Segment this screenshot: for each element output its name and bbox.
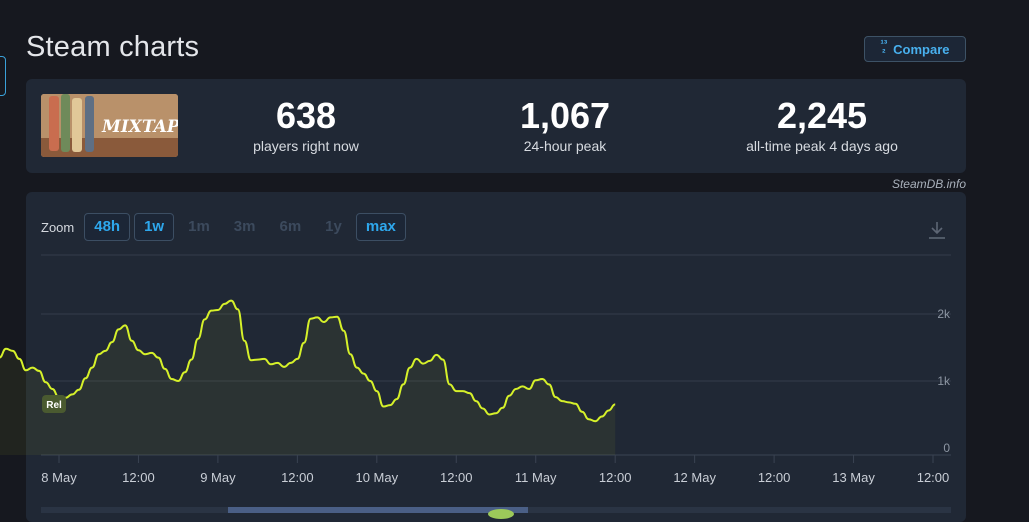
game-thumbnail[interactable]: MIXTAPE — [41, 94, 178, 157]
24h-peak-label: 24-hour peak — [523, 138, 607, 154]
zoom-1w-button[interactable]: 1w — [134, 213, 175, 241]
navigator-handle[interactable] — [488, 509, 514, 519]
numbers-icon: ¹³ ² — [880, 39, 888, 59]
y-tick-label: 0 — [943, 441, 950, 455]
y-tick-label: 1k — [937, 374, 951, 388]
stat-current-players: 638 players right now — [226, 95, 386, 155]
y-tick-label: 2k — [937, 307, 951, 321]
zoom-controls: Zoom 48h 1w 1m 3m 6m 1y max — [41, 213, 406, 241]
game-logo-text: MIXTAPE — [101, 117, 178, 137]
x-tick-label: 12:00 — [122, 470, 155, 485]
x-tick-label: 12:00 — [440, 470, 473, 485]
page-title: Steam charts — [26, 31, 200, 63]
x-tick-label: 8 May — [41, 470, 77, 485]
x-tick-label: 12:00 — [599, 470, 632, 485]
zoom-1m-button[interactable]: 1m — [188, 218, 210, 235]
zoom-3m-button[interactable]: 3m — [233, 218, 256, 235]
x-tick-label: 12:00 — [917, 470, 950, 485]
side-panel-tab[interactable] — [0, 56, 6, 96]
series-area — [0, 300, 616, 455]
navigator-window[interactable] — [228, 507, 528, 513]
chart-panel: Zoom 48h 1w 1m 3m 6m 1y max — [26, 192, 966, 522]
x-tick-label: 10 May — [355, 470, 398, 485]
compare-button[interactable]: ¹³ ² Compare — [864, 36, 966, 62]
zoom-1y-button[interactable]: 1y — [325, 218, 342, 235]
stats-panel: MIXTAPE 638 players right now 1,067 24-h… — [26, 79, 966, 173]
x-tick-label: 12:00 — [281, 470, 314, 485]
zoom-6m-button[interactable]: 6m — [279, 218, 302, 235]
24h-peak-value: 1,067 — [519, 95, 611, 136]
stat-24h-peak: 1,067 24-hour peak — [485, 95, 645, 155]
zoom-max-button[interactable]: max — [355, 213, 406, 241]
current-players-label: players right now — [253, 138, 359, 154]
x-tick-label: 9 May — [200, 470, 236, 485]
steamdb-credit[interactable]: SteamDB.info — [891, 177, 966, 191]
game-cover-art: MIXTAPE — [41, 94, 178, 157]
x-tick-label: 13 May — [832, 470, 875, 485]
current-players-value: 638 — [275, 95, 337, 136]
zoom-label: Zoom — [41, 219, 75, 235]
x-tick-label: 12:00 — [758, 470, 791, 485]
all-time-peak-value: 2,245 — [776, 95, 868, 136]
release-flag[interactable] — [42, 395, 66, 413]
x-tick-label: 12 May — [673, 470, 716, 485]
download-icon[interactable] — [928, 220, 946, 240]
stat-all-time-peak: 2,245 all-time peak 4 days ago — [726, 95, 918, 155]
x-tick-label: 11 May — [515, 470, 557, 485]
zoom-48h-button[interactable]: 48h — [84, 213, 131, 241]
all-time-peak-label: all-time peak 4 days ago — [746, 138, 898, 154]
release-flag-label: Rel — [46, 400, 62, 411]
compare-button-label: Compare — [893, 41, 950, 57]
series-line-players[interactable] — [0, 299, 616, 423]
